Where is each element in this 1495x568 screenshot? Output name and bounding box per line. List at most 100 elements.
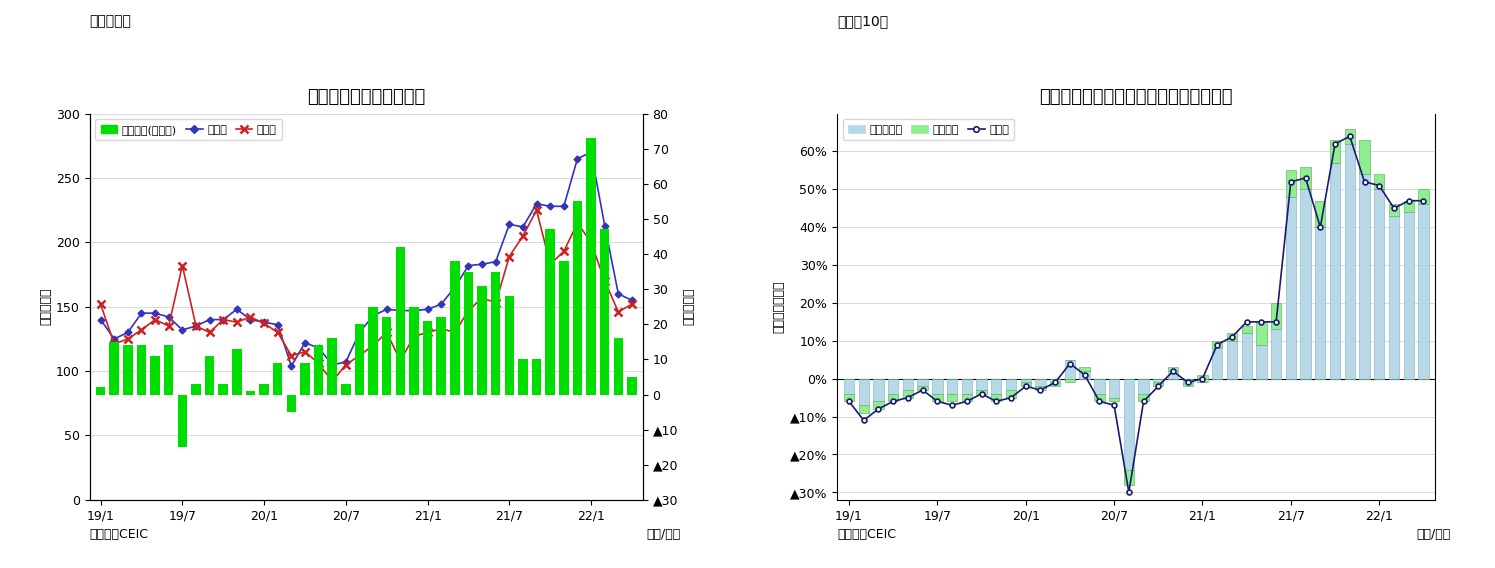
Bar [1331,163,1340,379]
Bar [1183,382,1193,386]
Bar [109,342,120,395]
輸出額 [1238,319,1256,325]
Bar [1064,379,1075,382]
Bar [1286,197,1296,379]
輸出額 [1105,402,1123,408]
Bar [1021,382,1032,386]
Bar [437,318,446,395]
Y-axis label: （億ドル）: （億ドル） [39,288,52,325]
Bar [1389,216,1399,379]
Legend: 貿易収支(右目盛), 輸出額, 輸入額: 貿易収支(右目盛), 輸出額, 輸入額 [96,119,283,140]
Bar [918,379,928,386]
Bar [1374,174,1384,189]
Bar [205,356,214,395]
輸出額 [1061,360,1079,367]
Bar [903,379,913,390]
輸出額 [1311,224,1329,231]
Bar [1286,170,1296,197]
Bar [287,395,296,412]
Bar [858,405,869,413]
Bar [245,391,256,395]
輸出額 [1253,319,1271,325]
Bar [559,261,568,395]
Bar [1359,140,1369,174]
Bar [1344,144,1354,379]
Bar [1153,382,1163,386]
Y-axis label: （億ドル）: （億ドル） [682,288,695,325]
Bar [1049,379,1060,382]
Bar [1241,333,1251,379]
Bar [1006,390,1017,398]
輸出額 [1268,319,1286,325]
Bar [396,247,405,395]
Bar [151,356,160,395]
輸出額 [1326,140,1344,147]
Text: （年/月）: （年/月） [646,528,680,541]
Bar [1227,333,1236,341]
Bar [532,360,541,395]
Bar [933,379,942,394]
Bar [873,402,884,409]
輸出額 [1223,333,1241,340]
Bar [381,318,392,395]
輸出額 [928,398,946,405]
Bar [573,202,582,395]
Bar [1138,394,1148,402]
Bar [1109,379,1120,398]
輸出額 [1090,398,1108,405]
Bar [463,272,474,395]
Bar [599,229,610,395]
Bar [164,345,173,395]
Bar [274,363,283,395]
輸出額 [1399,197,1417,204]
Bar [1079,371,1090,379]
輸出額 [1384,205,1402,212]
Bar [1419,204,1429,379]
Bar [410,307,419,395]
Bar [423,321,432,395]
輸出額 [884,398,901,405]
輸出額 [1281,178,1299,185]
輸出額 [1296,174,1314,181]
Bar [1064,360,1075,379]
輸出額 [1032,387,1049,394]
Bar [218,384,227,395]
輸出額 [1150,383,1168,390]
Bar [259,384,269,395]
Bar [1404,201,1414,212]
輸出額 [1208,341,1226,348]
Bar [918,386,928,390]
輸出額 [898,394,916,401]
Bar [946,394,957,402]
Bar [1212,341,1223,348]
輸出額 [1135,398,1153,405]
Bar [354,324,365,395]
輸出額 [1356,178,1374,185]
Bar [991,394,1002,402]
Bar [1241,325,1251,333]
Bar [519,360,528,395]
Bar [933,394,942,402]
Bar [1331,140,1340,163]
Bar [1197,379,1208,382]
Bar [843,379,854,394]
Bar [976,379,987,390]
Title: インドネシア　貿易収支: インドネシア 貿易収支 [306,89,426,106]
Bar [1183,379,1193,382]
輸出額 [1076,371,1094,378]
Bar [1124,379,1135,470]
Bar [1021,379,1032,382]
Bar [178,395,187,447]
Bar [1153,379,1163,382]
Bar [1301,189,1311,379]
Bar [858,379,869,405]
Bar [1344,129,1354,144]
Text: （資料）CEIC: （資料）CEIC [837,528,896,541]
Bar [1227,341,1236,379]
Bar [1079,367,1090,371]
輸出額 [1120,489,1138,496]
Bar [1094,394,1105,402]
Bar [341,384,351,395]
輸出額 [913,387,931,394]
Bar [1271,303,1281,329]
